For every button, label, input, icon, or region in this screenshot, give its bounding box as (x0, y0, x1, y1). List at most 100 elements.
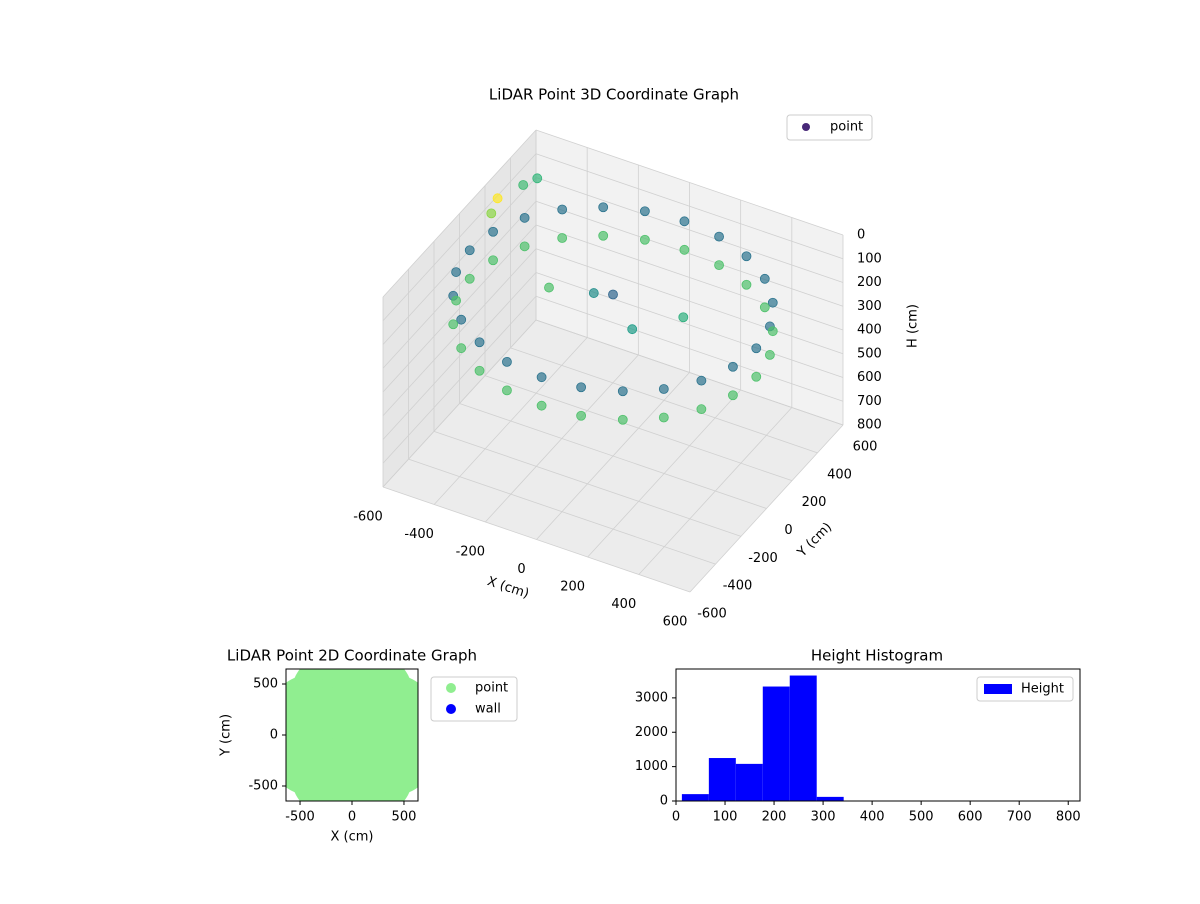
y-tick-label: 400 (827, 467, 852, 482)
bar (763, 687, 790, 801)
y-tick-label: 0 (784, 523, 792, 538)
point (520, 242, 529, 251)
point (680, 217, 689, 226)
y-tick-label: -400 (723, 579, 753, 594)
y-tick-label: 1000 (635, 759, 668, 774)
point (728, 362, 737, 371)
point (545, 283, 554, 292)
bar (817, 797, 844, 801)
point (475, 338, 484, 347)
point (465, 246, 474, 255)
y-tick-label: 0 (660, 794, 668, 809)
x-tick-label: 400 (860, 810, 885, 825)
point (493, 194, 502, 203)
y-tick-label: 600 (853, 440, 878, 455)
plot-area (266, 650, 438, 820)
z-tick-label: 600 (857, 370, 882, 385)
chart-title: LiDAR Point 3D Coordinate Graph (489, 86, 739, 104)
bar (709, 758, 736, 801)
bar (790, 676, 817, 801)
x-tick-label: 500 (392, 810, 417, 825)
point (449, 320, 458, 329)
point (697, 376, 706, 385)
z-tick-label: 0 (857, 228, 865, 243)
point (728, 391, 737, 400)
point (502, 386, 511, 395)
point (680, 245, 689, 254)
y-tick-label: 3000 (635, 690, 668, 705)
x-axis-label: X (cm) (485, 574, 531, 602)
point (752, 372, 761, 381)
y-axis-label: Y (cm) (219, 714, 234, 757)
x-tick-label: 600 (663, 615, 688, 630)
point (475, 366, 484, 375)
point (715, 261, 724, 270)
legend-marker (802, 123, 810, 131)
legend-marker (446, 683, 456, 693)
point (589, 289, 598, 298)
point (760, 274, 769, 283)
point (618, 387, 627, 396)
point (742, 252, 751, 261)
y-tick-label: -500 (248, 779, 278, 794)
bar (736, 764, 763, 801)
y-tick-label: 200 (802, 495, 827, 510)
y-tick-label: 2000 (635, 725, 668, 740)
point (715, 232, 724, 241)
y-tick-label: 0 (270, 728, 278, 743)
point (457, 315, 466, 324)
x-tick-label: 200 (762, 810, 787, 825)
point (452, 296, 461, 305)
legend-label: Height (1021, 682, 1064, 697)
legend-marker (984, 684, 1012, 694)
point (537, 401, 546, 410)
point (537, 373, 546, 382)
x-tick-label: 100 (713, 810, 738, 825)
x-tick-label: 500 (909, 810, 934, 825)
x-tick-label: 600 (958, 810, 983, 825)
point (487, 209, 496, 218)
y-axis-label: Y (cm) (794, 520, 835, 561)
point (520, 213, 529, 222)
z-tick-label: 700 (857, 394, 882, 409)
point (609, 290, 618, 299)
point (640, 207, 649, 216)
chart-title: LiDAR Point 2D Coordinate Graph (227, 647, 477, 665)
point (765, 350, 774, 359)
point (502, 357, 511, 366)
z-tick-label: 800 (857, 418, 882, 433)
point (489, 256, 498, 265)
x-tick-label: 700 (1007, 810, 1032, 825)
point (659, 413, 668, 422)
point (533, 174, 542, 183)
point (618, 415, 627, 424)
x-tick-label: 0 (672, 810, 680, 825)
point (457, 344, 466, 353)
point (679, 313, 688, 322)
point (489, 227, 498, 236)
x-tick-label: 200 (560, 580, 585, 595)
chart-title: Height Histogram (811, 647, 943, 665)
x-tick-label: 800 (1056, 810, 1081, 825)
point (659, 385, 668, 394)
point (768, 298, 777, 307)
x-tick-label: 400 (611, 597, 636, 612)
point (558, 233, 567, 242)
x-axis-label: X (cm) (331, 830, 374, 845)
x-tick-label: 0 (517, 562, 525, 577)
point (599, 231, 608, 240)
x-tick-label: 300 (811, 810, 836, 825)
z-axis-label: H (cm) (906, 304, 921, 348)
z-tick-label: 500 (857, 346, 882, 361)
point (465, 274, 474, 283)
point (452, 268, 461, 277)
point (760, 303, 769, 312)
point (768, 327, 777, 336)
point (752, 344, 761, 353)
point (363, 727, 431, 795)
z-tick-label: 400 (857, 323, 882, 338)
point (742, 280, 751, 289)
y-tick-label: -600 (697, 607, 727, 622)
x-tick-label: -200 (456, 545, 486, 560)
